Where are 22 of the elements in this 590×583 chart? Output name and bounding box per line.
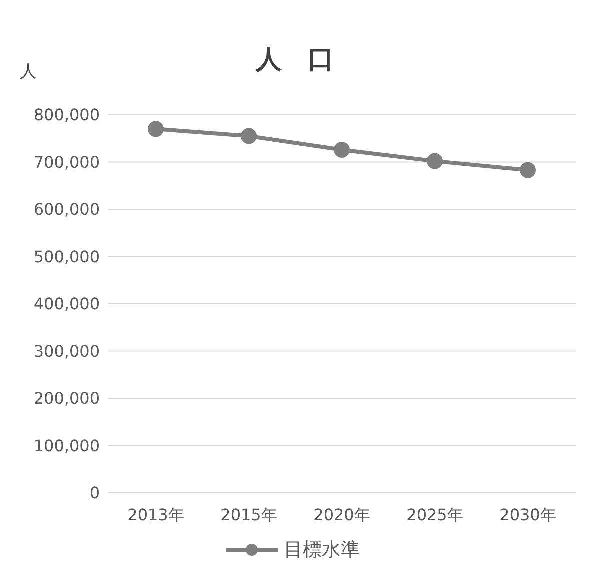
y-tick-label: 300,000 <box>34 342 100 361</box>
x-tick-label: 2013年 <box>128 505 184 524</box>
y-tick-label: 100,000 <box>34 436 100 456</box>
y-tick-label: 600,000 <box>34 200 100 220</box>
x-tick-label: 2015年 <box>220 505 278 524</box>
point <box>241 128 257 144</box>
point <box>334 142 350 158</box>
point <box>520 162 536 178</box>
x-tick-label: 2020年 <box>314 505 370 524</box>
y-tick-label: 0 <box>90 484 100 503</box>
x-tick-label: 2030年 <box>500 505 556 524</box>
y-tick-label: 800,000 <box>34 106 100 125</box>
y-tick-label: 400,000 <box>34 294 100 314</box>
point <box>427 153 443 170</box>
y-tick-label: 700,000 <box>34 152 100 172</box>
x-tick-label: 2025年 <box>406 505 464 524</box>
legend-label: 目標水準 <box>284 538 360 563</box>
y-tick-label: 200,000 <box>34 389 100 408</box>
chart-title: 人 口 <box>256 45 334 75</box>
y-tick-label: 500,000 <box>34 247 100 266</box>
point <box>148 121 164 138</box>
y-axis-title: 人 <box>20 61 37 83</box>
